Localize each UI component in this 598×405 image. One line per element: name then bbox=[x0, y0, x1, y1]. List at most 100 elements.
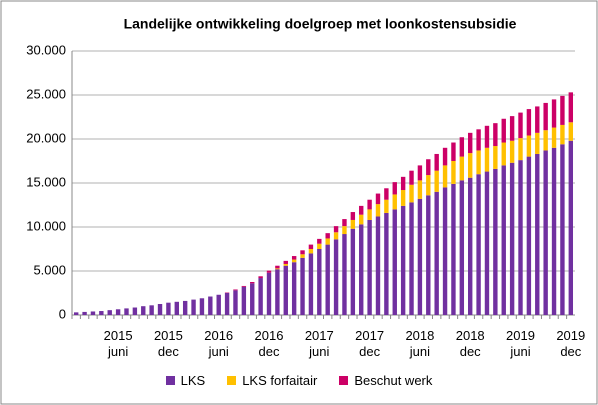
bar-segment bbox=[241, 286, 247, 315]
bar-segment bbox=[535, 132, 540, 154]
bar-segment bbox=[568, 92, 574, 123]
bar-segment bbox=[342, 226, 347, 235]
bar-segment bbox=[476, 129, 481, 151]
bar-segment bbox=[409, 202, 414, 315]
legend-label: LKS forfaitair bbox=[242, 373, 318, 388]
bar-segment bbox=[526, 156, 532, 315]
bar-segment bbox=[350, 219, 356, 229]
bar-segment bbox=[166, 302, 171, 315]
bar-segment bbox=[501, 142, 506, 166]
bar-segment bbox=[308, 244, 314, 249]
bar-segment bbox=[300, 257, 305, 315]
bar-segment bbox=[174, 301, 179, 315]
bar-segment bbox=[526, 109, 532, 136]
bar-segment bbox=[182, 300, 188, 315]
bar-segment bbox=[325, 244, 330, 315]
bar-segment bbox=[568, 140, 574, 315]
bar-segment bbox=[266, 270, 272, 273]
bar-segment bbox=[132, 307, 138, 315]
bar-segment bbox=[325, 238, 330, 245]
bar-segment bbox=[518, 160, 523, 315]
bar-segment bbox=[434, 191, 439, 315]
bar-segment bbox=[551, 147, 557, 315]
bar-segment bbox=[392, 194, 397, 210]
bar-segment bbox=[375, 193, 381, 205]
bar-segment bbox=[560, 95, 565, 125]
bar-segment bbox=[283, 260, 288, 264]
bar-segment bbox=[459, 156, 465, 181]
bar-segment bbox=[333, 226, 339, 233]
bar-segment bbox=[384, 188, 389, 200]
legend-swatch bbox=[339, 376, 349, 385]
bar-segment bbox=[459, 137, 465, 157]
bar-segment bbox=[442, 187, 448, 315]
bar-segment bbox=[501, 118, 506, 143]
bar-segment bbox=[417, 180, 423, 199]
bar-segment bbox=[291, 259, 297, 263]
bar-segment bbox=[468, 132, 473, 154]
legend-swatch bbox=[165, 376, 175, 385]
bar-segment bbox=[476, 174, 481, 315]
y-tick-label: 25.000 bbox=[26, 86, 66, 101]
x-tick-label: 2015 dec bbox=[153, 328, 183, 359]
bar-segment bbox=[342, 219, 347, 227]
bar-segment bbox=[350, 212, 356, 220]
bar-segment bbox=[325, 233, 330, 239]
bar-segment bbox=[283, 265, 288, 315]
x-tick-label: 2015 juni bbox=[103, 328, 133, 359]
bar-segment bbox=[359, 214, 364, 225]
y-tick-label: 5.000 bbox=[33, 262, 66, 277]
bar-segment bbox=[115, 309, 121, 315]
bar-segment bbox=[501, 165, 506, 315]
bar-segment bbox=[392, 182, 397, 195]
bar-segment bbox=[99, 311, 104, 315]
bar-segment bbox=[275, 265, 280, 269]
bar-segment bbox=[149, 305, 154, 315]
bar-segment bbox=[484, 125, 490, 148]
x-tick-label: 2018 dec bbox=[455, 328, 485, 359]
bar-segment bbox=[426, 159, 431, 176]
bar-segment bbox=[291, 262, 297, 315]
bar-segment bbox=[375, 204, 381, 217]
bar-segment bbox=[509, 162, 515, 315]
bar-segment bbox=[568, 122, 574, 141]
x-tick-label: 2019 dec bbox=[556, 328, 586, 359]
x-tick-label: 2017 juni bbox=[304, 328, 334, 359]
bar-segment bbox=[333, 232, 339, 240]
bar-segment bbox=[426, 195, 431, 315]
bar-segment bbox=[250, 282, 255, 284]
bar-segment bbox=[199, 298, 205, 315]
bar-segment bbox=[367, 199, 372, 210]
bar-segment bbox=[543, 130, 548, 151]
bar-segment bbox=[258, 278, 263, 315]
bar-segment bbox=[417, 198, 423, 315]
bar-segment bbox=[451, 183, 456, 315]
bar-segment bbox=[283, 263, 288, 266]
y-tick-label: 0 bbox=[59, 306, 66, 321]
bar-segment bbox=[384, 212, 389, 315]
bar-segment bbox=[434, 153, 439, 171]
bar-segment bbox=[191, 299, 196, 315]
bar-segment bbox=[409, 184, 414, 203]
bar-segment bbox=[333, 239, 339, 315]
bar-segment bbox=[233, 289, 238, 291]
bar-segment bbox=[535, 153, 540, 315]
bar-segment bbox=[392, 209, 397, 315]
bar-segment bbox=[317, 249, 322, 315]
legend-swatch bbox=[227, 376, 237, 385]
bar-segment bbox=[560, 124, 565, 145]
bar-segment bbox=[409, 170, 414, 185]
bar-segment bbox=[216, 294, 221, 315]
bar-segment bbox=[476, 150, 481, 175]
bar-segment bbox=[359, 224, 364, 315]
bar-segment bbox=[224, 293, 230, 315]
bar-segment bbox=[526, 135, 532, 157]
x-tick-label: 2019 juni bbox=[506, 328, 535, 359]
bar-segment bbox=[417, 165, 423, 181]
bar-segment bbox=[73, 312, 79, 315]
bar-segment bbox=[442, 147, 448, 166]
y-tick-label: 15.000 bbox=[26, 174, 66, 189]
bar-segment bbox=[275, 269, 280, 315]
